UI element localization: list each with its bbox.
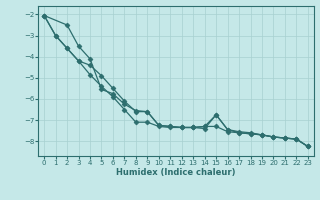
X-axis label: Humidex (Indice chaleur): Humidex (Indice chaleur) <box>116 168 236 177</box>
